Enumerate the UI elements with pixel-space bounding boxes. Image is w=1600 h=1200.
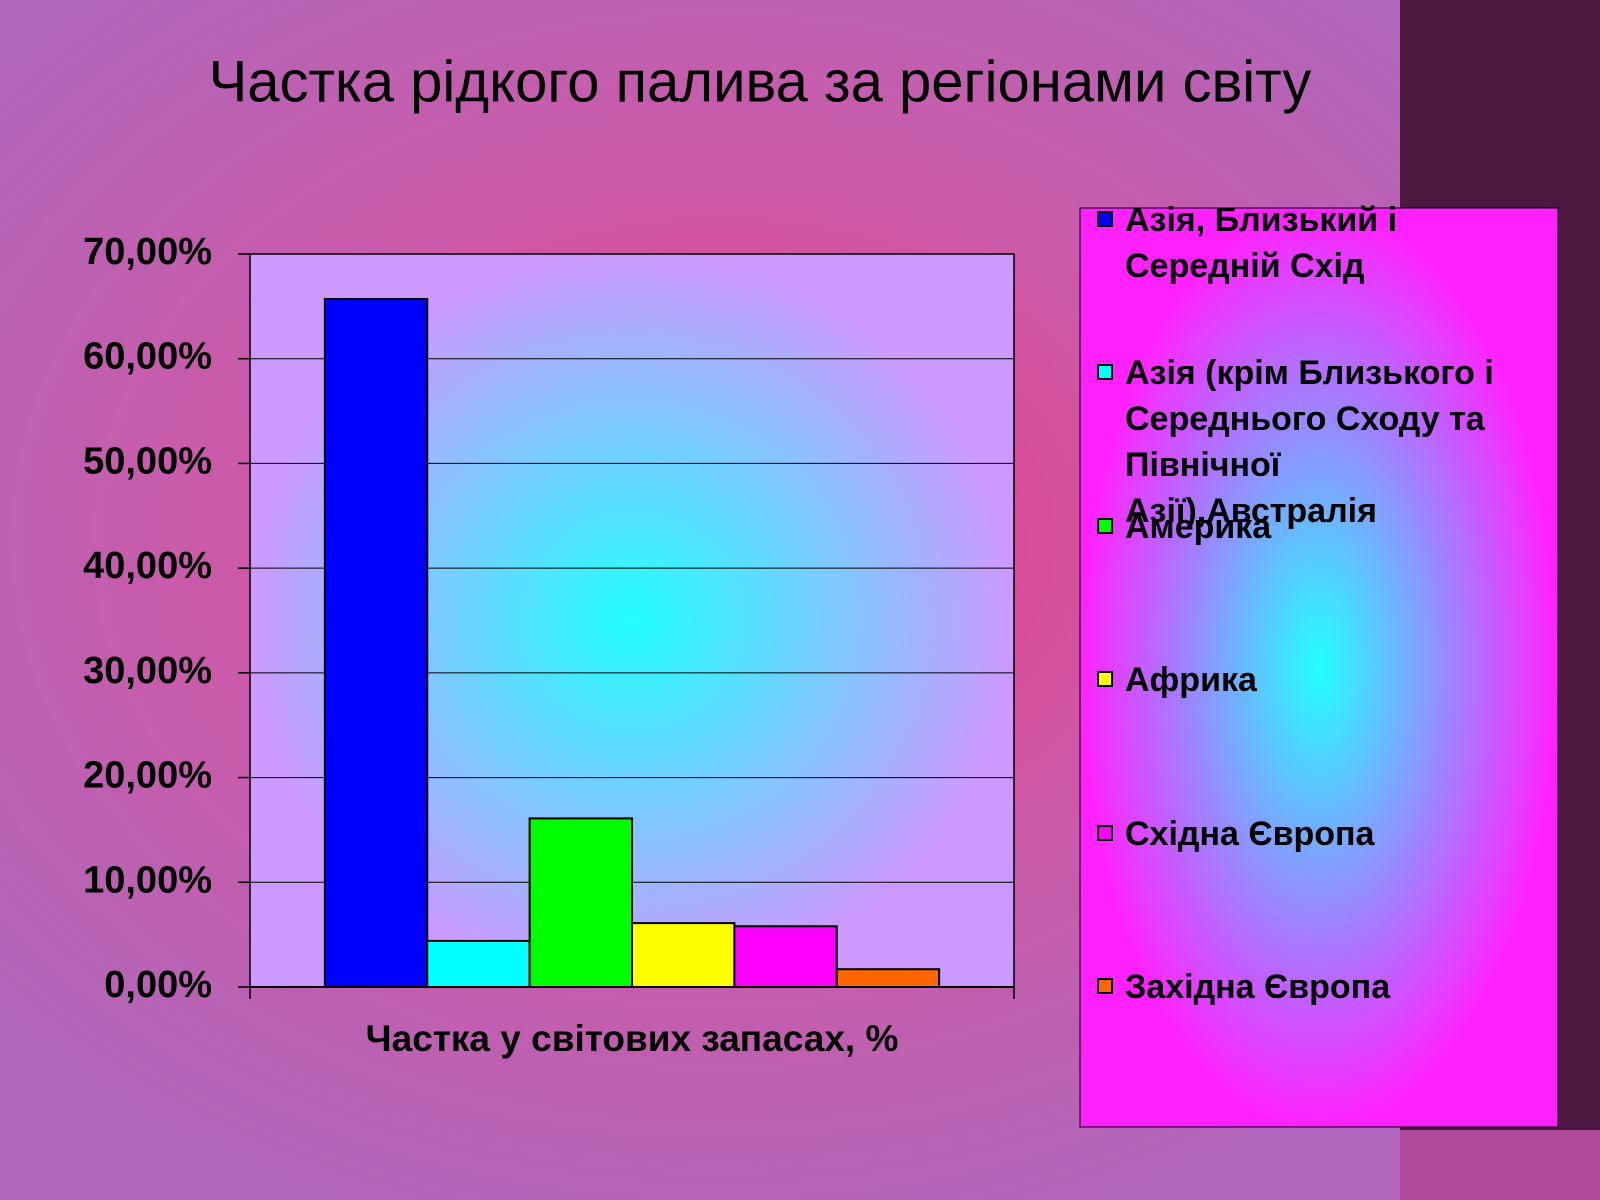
legend-item: Африка	[1097, 657, 1537, 703]
legend-label: Африка	[1125, 661, 1257, 700]
y-tick-label: 20,00%	[83, 755, 212, 797]
legend-item: Америка	[1097, 504, 1537, 550]
y-tick-label: 40,00%	[83, 545, 212, 587]
y-tick-label: 10,00%	[83, 859, 212, 901]
legend-swatch	[1097, 211, 1113, 227]
y-tick-label: 60,00%	[83, 336, 212, 378]
bar	[835, 968, 941, 988]
legend-item: Східна Європа	[1097, 811, 1537, 857]
chart-title: Частка рідкого палива за регіонами світу	[209, 49, 1312, 114]
legend-item: Західна Європа	[1097, 964, 1537, 1010]
legend-label: Америка	[1125, 507, 1272, 546]
bar	[323, 298, 429, 988]
legend-label: Азія, Близький і Середній Схід	[1125, 201, 1398, 285]
legend-item: Азія (крім Близького і Середнього Сходу …	[1097, 350, 1537, 534]
legend-swatch	[1097, 364, 1113, 381]
x-tick-label: Частка у світових запасах, %	[366, 1018, 899, 1059]
bar	[733, 925, 838, 988]
bar	[426, 939, 531, 989]
legend-label: Азія (крім Близького і Середнього Сходу …	[1125, 354, 1494, 531]
legend-label: Східна Європа	[1125, 814, 1375, 853]
y-tick-label: 0,00%	[104, 964, 212, 1006]
y-tick-label: 50,00%	[83, 440, 212, 482]
legend-swatch	[1097, 978, 1113, 994]
side-strip-bottom	[1400, 1130, 1600, 1200]
legend-label: Західна Європа	[1125, 968, 1391, 1006]
legend-swatch	[1097, 824, 1113, 841]
legend-swatch	[1097, 671, 1113, 688]
bar	[631, 922, 736, 988]
y-tick-label: 70,00%	[83, 231, 212, 273]
bar	[528, 817, 634, 988]
legend-swatch	[1097, 517, 1113, 534]
legend-item: Азія, Близький і Середній Схід	[1097, 197, 1537, 289]
y-tick-label: 30,00%	[83, 650, 212, 692]
legend-box	[1079, 207, 1559, 1128]
